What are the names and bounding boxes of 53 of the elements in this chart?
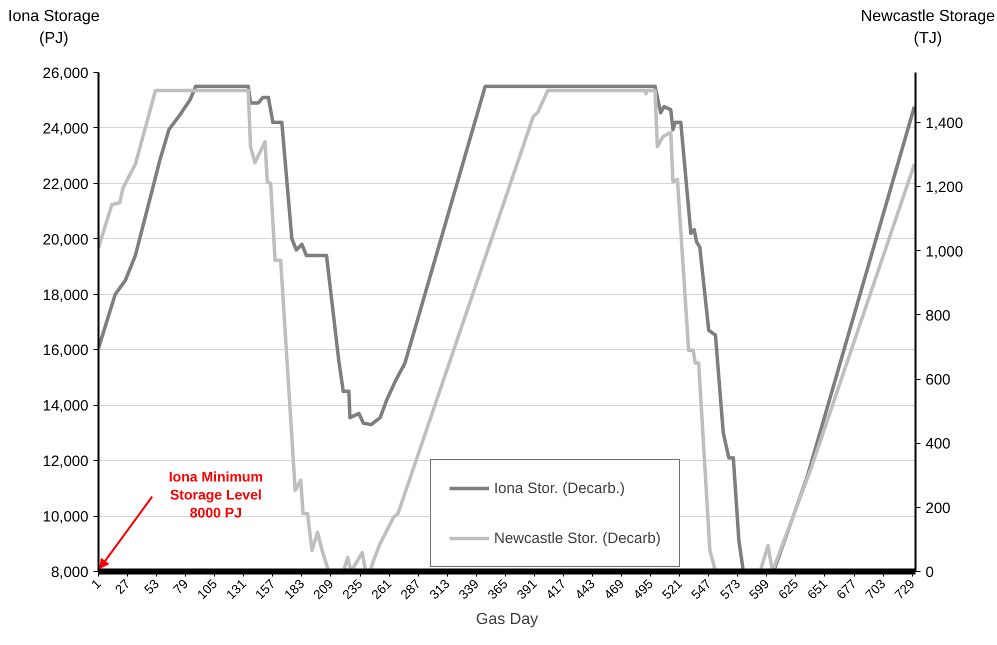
y2-tick-label: 400 (926, 436, 951, 453)
y-tick-label: 26,000 (42, 65, 89, 82)
x-tick-label: 339 (456, 576, 482, 602)
x-tick-label: 521 (659, 576, 685, 602)
x-tick-label: 443 (572, 576, 598, 602)
x-tick-label: 287 (398, 576, 424, 602)
y2-tick-label: 1,200 (926, 179, 964, 196)
x-tick-label: 651 (804, 576, 830, 602)
legend-label: Iona Stor. (Decarb.) (494, 480, 625, 496)
x-axis-title: Gas Day (476, 611, 538, 628)
y-axis-title: Iona Storage (PJ) (8, 7, 100, 49)
x-tick-label: 599 (746, 576, 772, 602)
y-tick-label: 22,000 (42, 176, 89, 193)
x-tick-label: 573 (717, 576, 744, 602)
x-tick-label: 729 (892, 576, 918, 602)
x-tick-label: 261 (368, 576, 394, 602)
x-tick-label: 703 (862, 576, 888, 602)
y2-tick-label: 1,000 (926, 243, 964, 260)
y2-tick-label: 0 (926, 564, 934, 581)
legend-label: Newcastle Stor. (Decarb) (494, 530, 661, 546)
y-tick-label: 24,000 (42, 120, 89, 138)
x-tick-label: 235 (339, 576, 366, 602)
annotation: Iona Minimum Storage Level 8000 PJ (168, 468, 263, 521)
y-tick-label: 10,000 (42, 508, 89, 526)
y2-tick-label: 200 (926, 500, 951, 517)
y-tick-label: 8,000 (50, 564, 89, 581)
x-tick-label: 157 (252, 576, 278, 602)
x-tick-label: 53 (141, 576, 162, 598)
x-tick-label: 313 (426, 576, 453, 602)
x-tick-label: 183 (281, 576, 308, 602)
x-tick-label: 625 (775, 576, 802, 602)
x-tick-label: 365 (484, 576, 511, 602)
x-tick-label: 547 (688, 576, 714, 602)
x-tick-label: 79 (170, 576, 191, 598)
y-tick-label: 16,000 (42, 342, 89, 360)
y-tick-label: 20,000 (42, 231, 89, 248)
y-tick-label: 18,000 (42, 286, 89, 304)
x-tick-label: 105 (194, 576, 220, 602)
x-tick-label: 27 (112, 576, 133, 598)
x-tick-label: 495 (630, 576, 656, 602)
x-tick-label: 391 (514, 576, 540, 602)
x-tick-label: 469 (600, 576, 627, 602)
y-tick-label: 14,000 (42, 398, 89, 415)
x-tick-label: 209 (310, 576, 336, 602)
y-tick-label: 12,000 (42, 453, 89, 470)
y2-axis-title: Newcastle Storage (TJ) (860, 7, 995, 49)
y2-tick-label: 1,400 (926, 115, 964, 132)
x-tick-label: 131 (223, 576, 250, 602)
y2-tick-label: 800 (926, 307, 951, 324)
x-tick-label: 677 (833, 576, 860, 602)
x-tick-label: 417 (542, 576, 569, 602)
y2-tick-label: 600 (926, 372, 951, 389)
x-tick-label: 1 (88, 576, 104, 592)
